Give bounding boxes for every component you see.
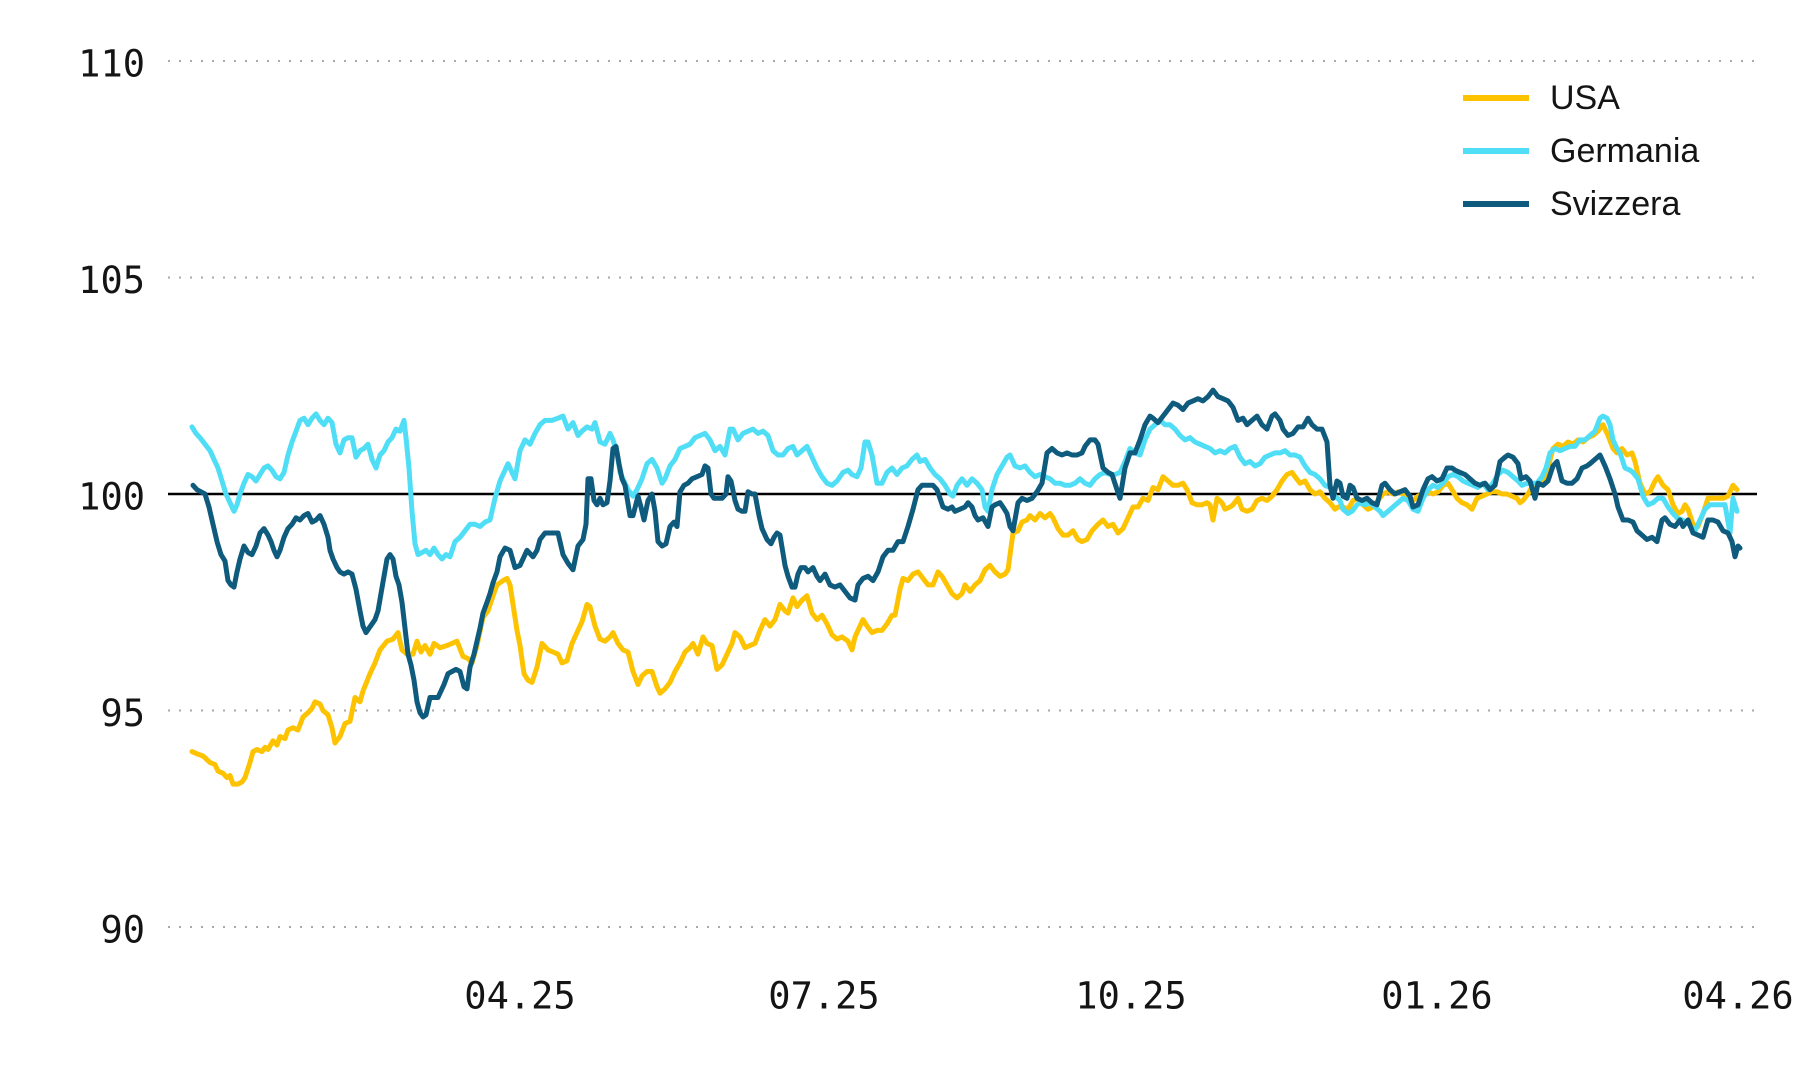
x-tick-label-07.25: 07.25	[768, 975, 879, 1018]
y-tick-label-105: 105	[78, 259, 145, 302]
series-line-usa	[189, 422, 1740, 787]
legend-item-svizzera: Svizzera	[1463, 177, 1699, 230]
legend-item-usa: USA	[1463, 71, 1699, 124]
series-line-germania	[189, 411, 1740, 562]
legend-label-germania: Germania	[1550, 131, 1700, 170]
legend-label-usa: USA	[1550, 78, 1620, 117]
series-line-svizzera	[190, 387, 1743, 720]
x-tick-label-04.25: 04.25	[464, 975, 575, 1018]
legend-swatch-usa	[1463, 94, 1529, 101]
x-tick-label-10.25: 10.25	[1075, 975, 1186, 1018]
y-tick-label-90: 90	[100, 909, 145, 952]
y-tick-label-100: 100	[78, 476, 145, 519]
legend-label-svizzera: Svizzera	[1550, 184, 1681, 223]
y-tick-label-95: 95	[100, 692, 145, 735]
legend-item-germania: Germania	[1463, 124, 1699, 177]
legend-swatch-svizzera	[1463, 200, 1529, 207]
x-tick-label-04.26: 04.26	[1682, 975, 1793, 1018]
y-tick-label-110: 110	[78, 43, 145, 86]
legend-swatch-germania	[1463, 147, 1529, 154]
x-tick-label-01.26: 01.26	[1381, 975, 1492, 1018]
legend: USA Germania Svizzera	[1463, 71, 1699, 230]
